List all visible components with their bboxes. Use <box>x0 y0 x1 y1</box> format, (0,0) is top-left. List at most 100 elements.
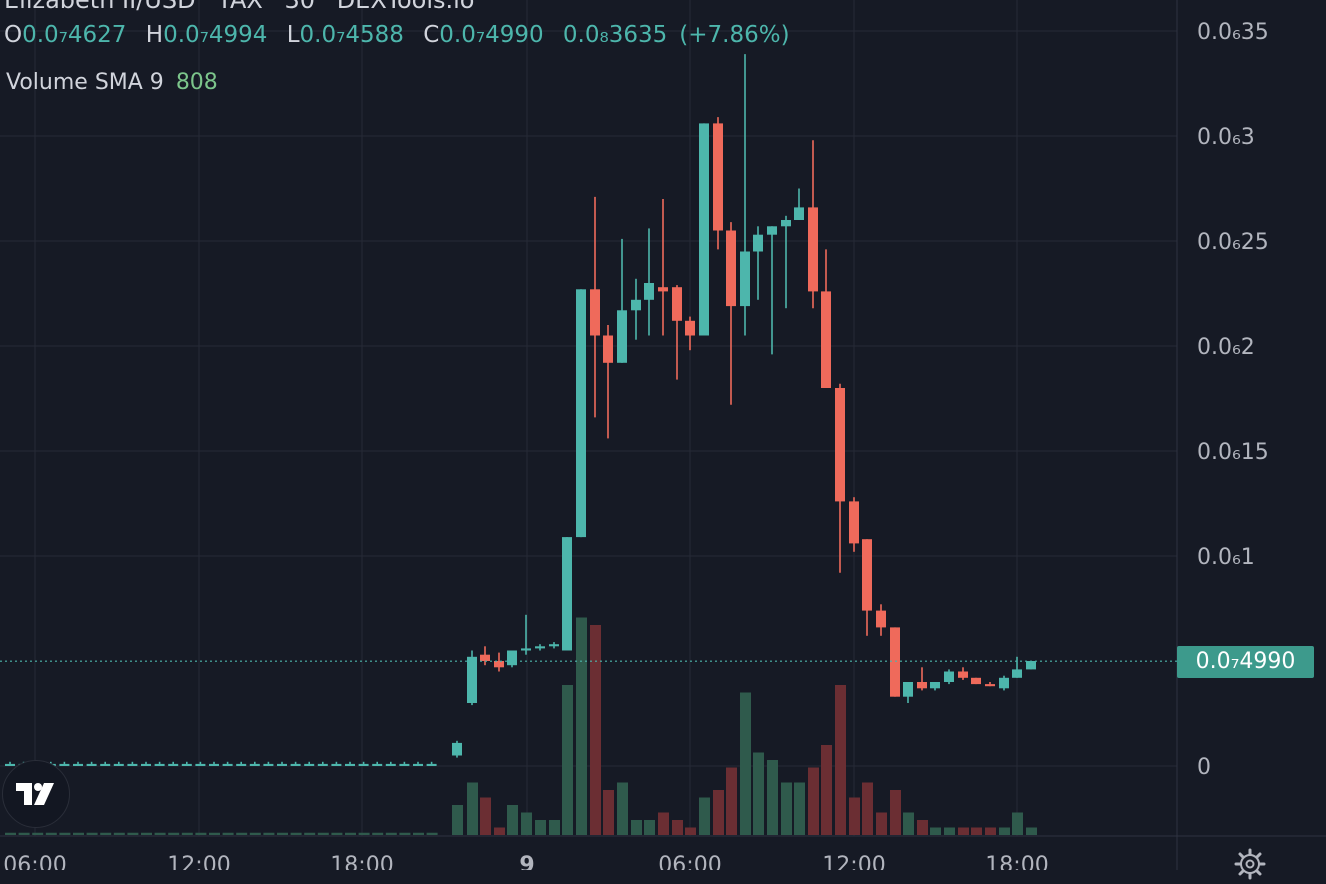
candle-body <box>958 671 968 678</box>
high-value: 0.0₇4994 <box>163 22 268 48</box>
candle-body <box>794 207 804 220</box>
volume-bar <box>494 827 505 835</box>
volume-bar <box>631 820 642 835</box>
candle-body <box>86 763 97 766</box>
volume-bar <box>113 832 125 835</box>
candle-body <box>385 763 396 766</box>
volume-bar <box>32 832 44 835</box>
x-axis-tick-label: 9 <box>519 853 534 870</box>
x-axis-tick-label: 18:00 <box>985 853 1048 870</box>
volume-bar <box>304 832 316 835</box>
candle-body <box>1026 661 1036 670</box>
volume-bar <box>507 805 518 835</box>
volume-bar <box>999 827 1010 835</box>
candle-body <box>631 299 641 311</box>
volume-bar <box>562 685 573 835</box>
volume-bar <box>18 832 30 835</box>
candle-body <box>562 537 572 651</box>
symbol-title: Elizabeth II/USD TAX 30 DEXTools.io <box>4 0 488 14</box>
candle-body <box>113 763 124 766</box>
candle-body <box>168 763 179 766</box>
candle-body <box>917 682 927 689</box>
close-value: 0.0₇4990 <box>439 22 544 48</box>
tradingview-logo-icon[interactable] <box>2 760 70 828</box>
volume-label: Volume SMA 9 <box>6 70 164 95</box>
candle-body <box>290 763 301 766</box>
open-label: O <box>4 22 23 48</box>
volume-bar <box>358 832 370 835</box>
volume-bar <box>944 827 955 835</box>
volume-bar <box>535 820 546 835</box>
volume-bar <box>849 797 860 835</box>
gear-icon[interactable] <box>1234 848 1266 880</box>
volume-bar <box>263 832 275 835</box>
volume-bar <box>603 790 614 835</box>
candle-body <box>740 251 750 307</box>
volume-bar <box>141 832 152 835</box>
y-axis-tick-label: 0.0₆35 <box>1197 20 1269 45</box>
y-axis-tick-label: 0.0₆15 <box>1197 440 1269 465</box>
volume-bar <box>903 812 914 835</box>
volume-bar <box>413 832 424 835</box>
exchange-name: TAX <box>217 0 263 14</box>
volume-bar <box>576 617 587 835</box>
volume-bar <box>480 797 491 835</box>
volume-bar <box>317 832 329 835</box>
candle-body <box>222 763 233 766</box>
candle-body <box>127 763 138 766</box>
volume-bar <box>930 827 941 835</box>
candle-body <box>930 682 940 689</box>
candle-body <box>195 763 206 766</box>
last-price-tag: 0.0₇4990 <box>1177 646 1314 678</box>
volume-bar <box>100 832 112 835</box>
volume-bar <box>127 832 139 835</box>
volume-bar <box>876 812 887 835</box>
candle-body <box>494 661 504 668</box>
x-axis-tick-label: 12:00 <box>822 853 885 870</box>
volume-bar <box>549 820 560 835</box>
volume-bar <box>331 832 343 835</box>
volume-bar <box>385 832 397 835</box>
candle-body <box>944 671 954 682</box>
volume-bar <box>821 745 832 835</box>
candle-body <box>154 763 165 766</box>
candle-body <box>1012 669 1022 678</box>
volume-bar <box>890 790 901 835</box>
candle-body <box>209 763 219 766</box>
volume-bar <box>467 782 478 835</box>
volume-bar <box>699 797 710 835</box>
x-axis-tick-label: 06:00 <box>3 853 66 870</box>
candle-body <box>181 763 192 766</box>
candle-body <box>603 335 613 363</box>
candle-body <box>672 287 682 321</box>
volume-legend[interactable]: Volume SMA 9 808 <box>6 70 218 95</box>
volume-group <box>5 617 1037 835</box>
y-axis-tick-label: 0.0₆1 <box>1197 545 1255 570</box>
low-label: L <box>286 22 300 48</box>
candle-body <box>713 123 723 231</box>
candle-body <box>767 226 777 235</box>
volume-bar <box>958 827 969 835</box>
volume-bar <box>426 832 438 835</box>
candle-body <box>835 388 845 502</box>
volume-bar <box>713 790 724 835</box>
volume-bar <box>277 832 288 835</box>
volume-bar <box>5 832 16 835</box>
volume-bar <box>726 767 737 835</box>
volume-bar <box>372 832 384 835</box>
volume-bar <box>1026 827 1037 835</box>
volume-bar <box>154 832 166 835</box>
symbol-name: Elizabeth II/USD <box>4 0 196 14</box>
candle-body <box>576 289 586 538</box>
candle-body <box>507 650 517 666</box>
y-axis-tick-label: 0.0₆25 <box>1197 230 1269 255</box>
candle-body <box>862 539 872 611</box>
volume-bar <box>222 832 234 835</box>
candle-body <box>876 610 886 628</box>
volume-bar <box>917 820 928 835</box>
volume-bar <box>685 827 696 835</box>
candles-group <box>5 54 1036 766</box>
volume-bar <box>521 812 532 835</box>
